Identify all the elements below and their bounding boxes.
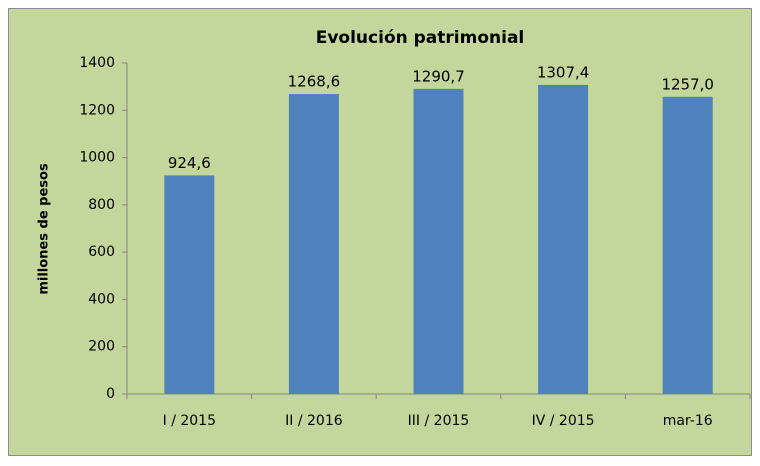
x-tick-label: I / 2015	[163, 413, 216, 429]
data-label: 924,6	[168, 154, 211, 172]
x-tick-label: mar-16	[663, 413, 713, 429]
y-tick-label: 1200	[79, 102, 115, 118]
bar	[164, 175, 215, 394]
y-tick-label: 400	[88, 291, 115, 307]
x-tick-label: II / 2016	[285, 413, 343, 429]
x-tick-label: III / 2015	[408, 413, 470, 429]
chart-background	[8, 8, 752, 456]
data-label: 1257,0	[661, 75, 714, 93]
y-axis-label: millones de pesos	[37, 163, 52, 295]
x-tick-label: IV / 2015	[532, 413, 595, 429]
y-tick-label: 800	[88, 197, 115, 213]
bar	[538, 84, 589, 395]
data-label: 1290,7	[412, 67, 465, 85]
bar	[288, 94, 339, 394]
chart-title: Evolución patrimonial	[316, 28, 525, 48]
data-label: 1307,4	[537, 63, 590, 81]
y-tick-label: 200	[88, 339, 115, 355]
y-tick-label: 0	[106, 386, 115, 402]
data-label: 1268,6	[288, 73, 341, 91]
y-tick-label: 1000	[79, 150, 115, 166]
y-tick-label: 1400	[79, 55, 115, 71]
y-tick-label: 600	[88, 244, 115, 260]
bar	[662, 96, 713, 394]
bar	[413, 88, 464, 394]
